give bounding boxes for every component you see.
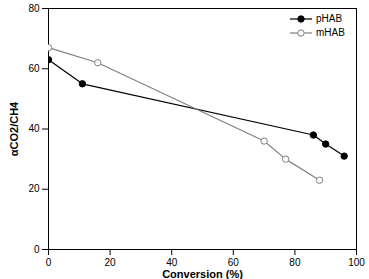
svg-text:20: 20 — [105, 257, 117, 268]
svg-text:0: 0 — [46, 257, 52, 268]
svg-text:80: 80 — [289, 257, 301, 268]
svg-text:αCO2/CH4: αCO2/CH4 — [8, 101, 20, 156]
svg-text:Conversion (%): Conversion (%) — [162, 268, 243, 279]
svg-text:80: 80 — [28, 3, 40, 14]
svg-text:60: 60 — [28, 63, 40, 74]
svg-text:0: 0 — [34, 244, 40, 255]
svg-text:100: 100 — [348, 257, 365, 268]
svg-text:40: 40 — [28, 123, 40, 134]
html-text:mHAB: mHAB — [316, 27, 345, 38]
svg-text:20: 20 — [28, 183, 40, 194]
svg-text:60: 60 — [228, 257, 240, 268]
svg-text:40: 40 — [166, 257, 178, 268]
html-text:pHAB: pHAB — [316, 13, 343, 24]
